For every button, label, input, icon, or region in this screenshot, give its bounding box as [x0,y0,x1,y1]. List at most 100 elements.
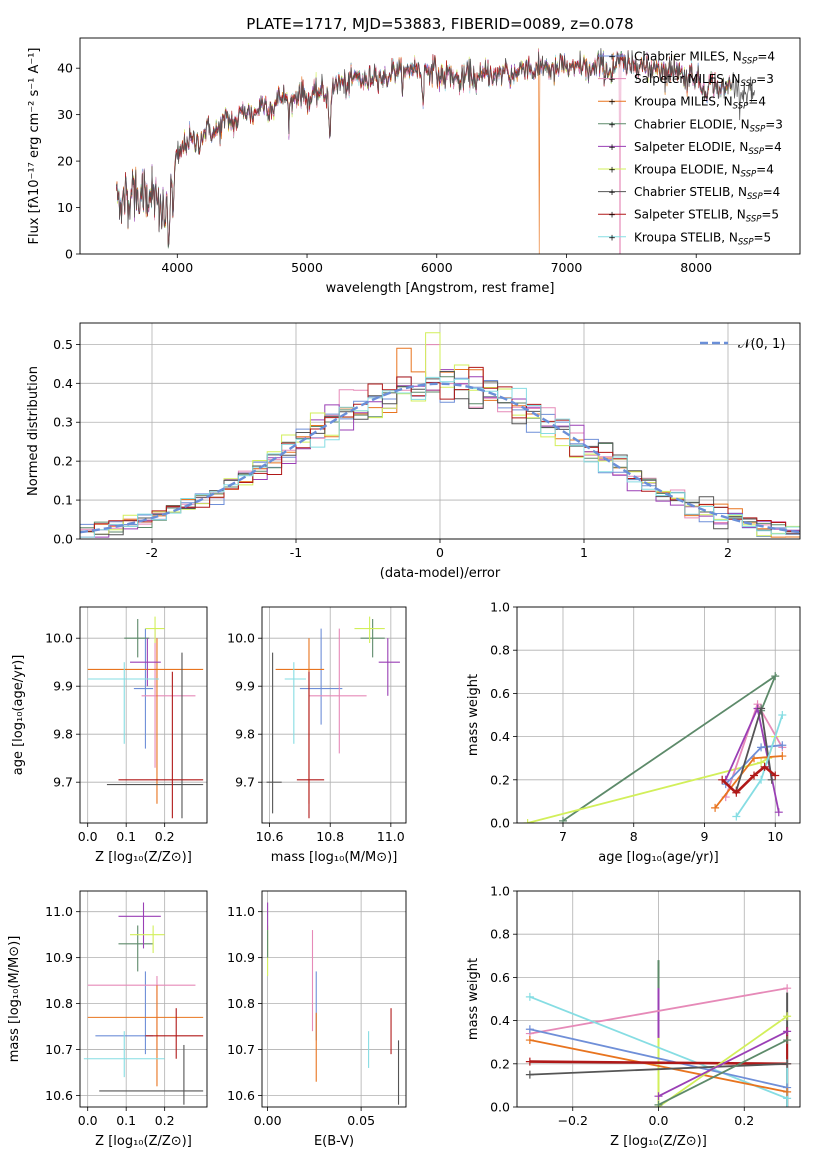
axes-frame [261,606,407,824]
weight-marker [771,771,780,780]
x-tick-label: 8 [630,829,638,844]
weight-marker [778,711,787,719]
weight-marker [654,1092,663,1101]
y-tick-label: 9.9 [53,679,73,694]
plot-area [267,902,400,1105]
y-tick-label: 0.0 [53,532,73,547]
spectrum-line [115,48,755,247]
normal-legend-label: 𝒩(0, 1) [738,337,785,352]
y-tick-label: 1.0 [490,884,510,899]
x-tick-label: 0.2 [155,1113,175,1128]
plot-area [266,616,400,819]
weight-line [529,1060,788,1066]
weight-marker [783,1012,792,1021]
weight-marker [523,819,532,823]
spectrum-panel: 4000 5000 6000 7000 8000 0 10 20 30 40 wavelength … [27,37,801,296]
y-tick-label: 9.7 [53,775,73,790]
y-tick-label: 0.6 [490,686,510,701]
axes-frame [79,37,801,255]
y-tick-label: 0.3 [53,415,73,430]
y-tick-label: 0.6 [490,970,510,985]
x-axis-label: Z [log₁₀(Z/Z⊙)] [610,1134,707,1149]
x-tick-label: 4000 [161,260,193,275]
x-axis-label: (data-model)/error [380,566,501,581]
weight-marker [767,775,776,784]
weight-marker [718,775,727,784]
weight-line [529,995,788,1100]
weight-marker [732,788,741,797]
legend-marker: + [608,188,616,198]
y-tick-label: 9.7 [235,775,255,790]
plot-area [525,960,792,1107]
x-axis-label: Z [log₁₀(Z/Z⊙)] [95,1134,192,1149]
weight-marker [750,771,759,780]
y-tick-label: 10.0 [227,631,255,646]
y-tick-label: 10.8 [227,996,255,1011]
mass-age-panel: 10.6 10.8 11.0 9.7 9.8 9.9 10.0 mass [log₁₀(M/M… [227,606,407,865]
weight-marker [783,1087,792,1096]
weight-marker [757,704,766,713]
plot-area [523,672,787,823]
ebv-mass-panel: 0.00 0.05 10.6 10.7 10.8 10.9 11.0 E(B-V) [227,890,407,1149]
y-tick-label: 10.0 [45,631,73,646]
x-tick-label: -1 [290,545,302,560]
legend-marker: + [608,166,616,176]
weight-line [529,1028,788,1089]
y-tick-label: 10.9 [227,950,255,965]
y-tick-label: 40 [57,61,73,76]
weight-marker [783,1059,792,1068]
weight-marker [757,758,766,767]
x-tick-label: -2 [146,545,158,560]
y-tick-label: 10.6 [227,1088,255,1103]
weight-marker [525,1057,534,1066]
x-tick-label: 0.0 [649,1113,669,1128]
weight-marker [778,752,787,761]
weight-marker [525,992,534,1001]
legend-marker: + [608,75,616,85]
x-axis-label: Z [log₁₀(Z/Z⊙)] [95,850,192,865]
legend-label: Chabrier ELODIE, NSSP=3 [634,117,783,134]
weight-marker [783,984,792,993]
y-axis-label: mass [log₁₀(M/M⊙)] [7,936,22,1063]
legend-label: Kroupa MILES, NSSP=4 [634,95,766,112]
residuals-panel: -2 -1 0 1 2 0.0 0.1 0.2 0.3 0.4 0.5 (data-model)/er… [26,322,801,581]
x-tick-label: 11.0 [377,829,405,844]
legend-marker: + [608,53,616,63]
weight-marker [771,672,780,681]
age-weight-panel: 7 8 9 10 0.0 0.2 0.4 0.6 0.8 1.0 age [log₁₀(age/yr… [466,600,801,865]
y-tick-label: 20 [57,154,73,169]
legend-label: Salpeter STELIB, NSSP=5 [634,208,779,225]
axes-frame [79,890,208,1108]
y-tick-label: 0 [65,247,73,262]
weight-marker [654,1100,663,1107]
weight-line [657,1015,788,1107]
y-tick-label: 11.0 [227,904,255,919]
x-tick-label: 10 [767,829,783,844]
weight-line [658,1030,788,1098]
legend-label: Kroupa STELIB, NSSP=5 [634,230,771,247]
weight-marker [525,1036,534,1045]
weight-marker [711,803,720,812]
x-tick-label: 0.2 [734,1113,754,1128]
x-tick-label: 7 [559,829,567,844]
x-tick-label: 7000 [551,260,583,275]
weight-marker [757,775,766,784]
x-tick-label: 0.05 [347,1113,375,1128]
legend-label: Salpeter ELODIE, NSSP=4 [634,140,782,157]
legend-marker: + [608,98,616,108]
plot-area [87,616,204,819]
x-tick-label: 0.1 [116,1113,136,1128]
weight-marker [783,1027,792,1036]
plot-area [115,47,755,254]
y-tick-label: 0.8 [490,927,510,942]
y-tick-label: 0.2 [490,772,510,787]
y-tick-label: 0.4 [53,376,73,391]
weight-line [529,1039,788,1093]
x-tick-label: 1 [580,545,588,560]
y-tick-label: 0.0 [490,816,510,831]
legend-marker: + [608,233,616,243]
normal-curve [80,382,800,534]
x-tick-label: 10.6 [256,829,284,844]
x-tick-label: 0.00 [254,1113,282,1128]
y-tick-label: 10.6 [45,1088,73,1103]
